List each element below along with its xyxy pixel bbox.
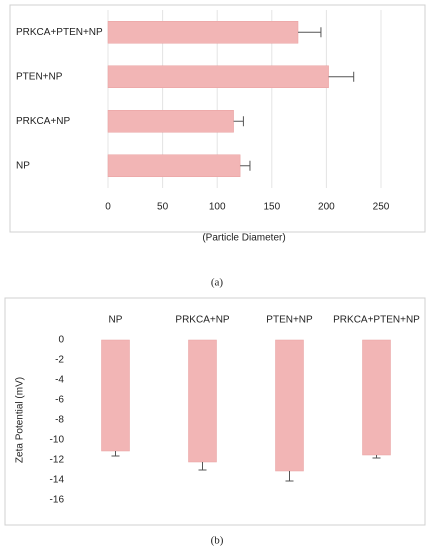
x-axis-label: (Particle Diameter) <box>202 233 285 244</box>
y-tick-label: -4 <box>55 375 64 386</box>
x-tick-label: 250 <box>373 202 390 213</box>
x-tick-label: 100 <box>209 202 226 213</box>
x-tick-label: 50 <box>157 202 169 213</box>
bar <box>275 339 304 472</box>
y-tick-label: 0 <box>58 335 64 346</box>
x-tick-label: 200 <box>318 202 335 213</box>
caption: (b) <box>211 535 224 547</box>
y-tick-label: NP <box>16 160 30 171</box>
x-tick-label: 150 <box>263 202 280 213</box>
y-tick-label: -16 <box>50 495 65 506</box>
y-tick-label: -6 <box>55 395 64 406</box>
x-tick-label: 0 <box>105 202 111 213</box>
bar <box>362 339 391 456</box>
x-tick-label: PTEN+NP <box>266 315 313 326</box>
y-tick-label: PTEN+NP <box>16 71 63 82</box>
bar <box>107 110 234 133</box>
bar <box>188 339 217 463</box>
caption: (a) <box>211 277 224 289</box>
x-tick-label: PRKCA+PTEN+NP <box>333 315 420 326</box>
y-tick-label: -14 <box>50 475 65 486</box>
y-tick-label: -8 <box>55 415 64 426</box>
y-tick-label: -10 <box>50 435 65 446</box>
bar <box>107 21 299 44</box>
bar <box>107 65 329 88</box>
y-tick-label: -12 <box>50 455 65 466</box>
x-tick-label: NP <box>109 315 123 326</box>
y-tick-label: PRKCA+PTEN+NP <box>16 27 103 38</box>
y-tick-label: -2 <box>55 355 64 366</box>
bar <box>107 154 241 177</box>
x-tick-label: PRKCA+NP <box>175 315 230 326</box>
y-axis-label: Zeta Potential (mV) <box>15 377 26 463</box>
bar <box>101 339 130 452</box>
y-tick-label: PRKCA+NP <box>16 116 71 127</box>
